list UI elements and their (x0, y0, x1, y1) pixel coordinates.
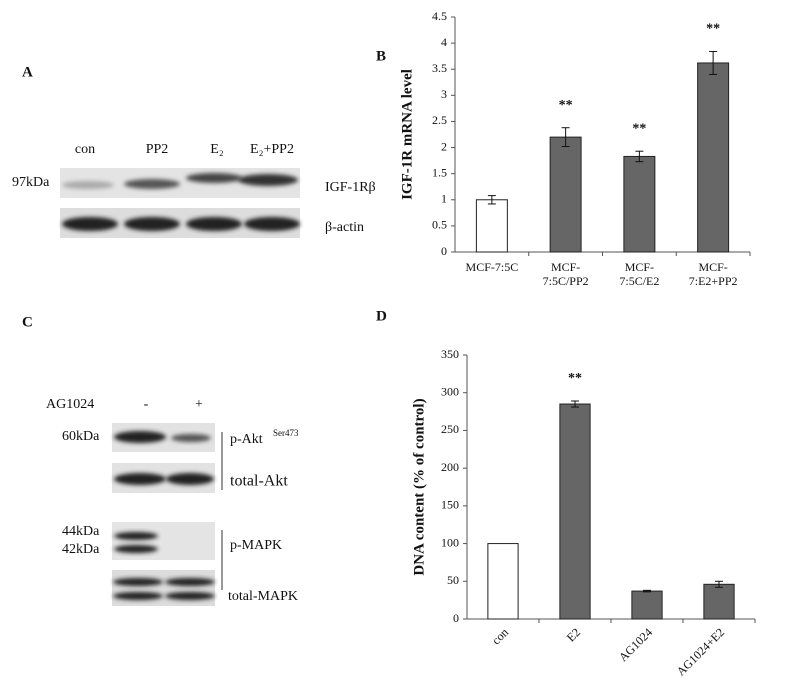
row-superscript: Ser473 (273, 428, 299, 438)
x-tick-label: AG1024 (616, 625, 655, 664)
y-tick-label: 3.5 (432, 61, 447, 75)
row-label: IGF-1Rβ (325, 180, 376, 195)
bar (703, 583, 735, 620)
panel-label: A (22, 64, 33, 80)
lane-label: - (144, 397, 149, 412)
error-bar (487, 195, 496, 205)
y-tick-label: 4 (441, 35, 447, 49)
x-tick-label: MCF-7:E2+PP2 (688, 260, 738, 288)
row-label: p-Akt (230, 432, 263, 447)
treatment-label: AG1024 (46, 397, 94, 412)
x-tick-label: E2 (564, 625, 583, 644)
error-bar (561, 127, 570, 148)
marker-label: 44kDa (62, 524, 100, 539)
error-bar (571, 400, 579, 408)
y-tick-label: 50 (447, 573, 459, 587)
y-tick-label: 1.5 (432, 165, 447, 179)
lane-label: E₂ (210, 142, 224, 157)
y-tick-label: 250 (441, 422, 459, 436)
bar (631, 590, 663, 620)
row-label: total-MAPK (228, 589, 298, 604)
bar (559, 403, 591, 620)
row-label: total-Akt (230, 473, 288, 490)
row-label: p-MAPK (230, 538, 282, 553)
y-axis-title: DNA content (% of control) (411, 398, 427, 575)
y-tick-label: 4.5 (432, 9, 447, 23)
x-tick-label: con (489, 625, 511, 647)
marker-label: 60kDa (62, 429, 100, 444)
y-tick-label: 150 (441, 498, 459, 512)
bar (475, 199, 508, 253)
y-tick-label: 0 (441, 244, 447, 258)
row-label: β-actin (325, 220, 364, 235)
bar (549, 136, 582, 253)
y-tick-label: 100 (441, 535, 459, 549)
y-tick-label: 300 (441, 384, 459, 398)
y-tick-label: 1 (441, 192, 447, 206)
panel-label: D (376, 308, 387, 324)
y-tick-label: 200 (441, 460, 459, 474)
lane-label: con (75, 142, 95, 157)
lane-label: + (195, 397, 203, 412)
x-tick-label: MCF-7:5C (465, 260, 519, 274)
blot (112, 423, 215, 606)
panel-label: C (22, 314, 33, 330)
x-tick-label: MCF-7:5C/PP2 (542, 260, 589, 288)
significance-label: ** (559, 98, 573, 113)
panel-label: B (376, 48, 386, 64)
marker-label: 42kDa (62, 542, 100, 557)
significance-label: ** (568, 371, 582, 386)
error-bar (635, 150, 644, 163)
y-tick-label: 2.5 (432, 113, 447, 127)
error-bar (709, 50, 718, 75)
y-axis-title: IGF-1R mRNA level (399, 69, 415, 200)
y-tick-label: 350 (441, 347, 459, 361)
bar (623, 155, 656, 253)
error-bar (643, 589, 651, 593)
lane-label: PP2 (146, 142, 169, 157)
error-bar (715, 580, 723, 588)
lane-label: E₂+PP2 (250, 142, 294, 157)
significance-label: ** (632, 121, 646, 136)
y-tick-label: 0 (453, 611, 459, 625)
bar (697, 62, 730, 253)
y-tick-label: 3 (441, 87, 447, 101)
y-tick-label: 2 (441, 139, 447, 153)
marker-label: 97kDa (12, 175, 50, 190)
bar (487, 543, 519, 620)
x-tick-label: AG1024+E2 (674, 625, 727, 678)
significance-label: ** (706, 22, 720, 37)
x-tick-label: MCF-7:5C/E2 (619, 260, 660, 288)
blot (60, 168, 300, 238)
y-tick-label: 0.5 (432, 218, 447, 232)
